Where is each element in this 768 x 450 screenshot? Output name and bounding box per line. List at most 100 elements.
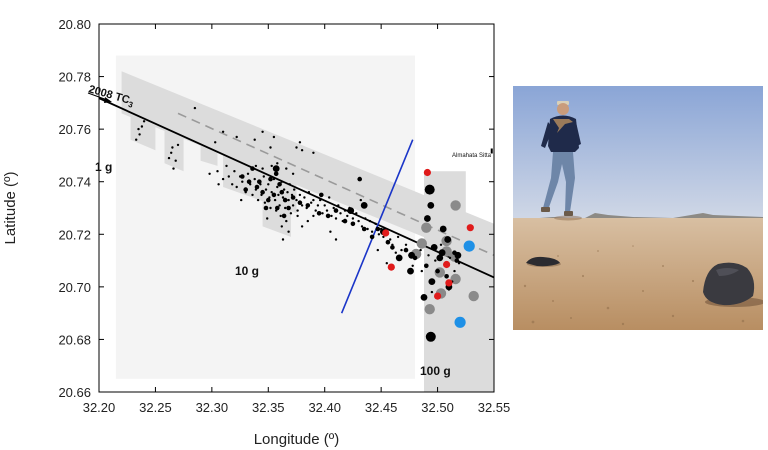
mass-label-1g: 1 g bbox=[95, 160, 112, 174]
meteorite-point-small bbox=[293, 188, 296, 191]
meteorite-point-large bbox=[424, 215, 431, 222]
meteorite-point-medium bbox=[316, 211, 322, 216]
meteorite-point-small bbox=[330, 214, 333, 218]
meteorite-point-small bbox=[253, 138, 256, 141]
trajectory-line bbox=[98, 97, 495, 279]
meteorite-point-small bbox=[193, 106, 197, 110]
meteorite-point-small bbox=[176, 143, 180, 147]
meteorite-point-small bbox=[251, 193, 254, 197]
meteorite-point-small bbox=[382, 235, 385, 239]
meteorite-point-small bbox=[368, 219, 372, 223]
meteorite-point-small bbox=[214, 141, 217, 144]
meteorite-point-gray bbox=[424, 304, 435, 315]
meteorite-point-small bbox=[296, 209, 299, 212]
meteorite-point-small bbox=[332, 206, 335, 210]
meteorite-point-large bbox=[438, 249, 446, 257]
meteorite-point-small bbox=[269, 206, 272, 210]
y-tick-label: 20.70 bbox=[58, 280, 91, 295]
meteorite-point-red bbox=[382, 229, 390, 237]
meteorite-point-small bbox=[351, 217, 355, 220]
track-arrow-head bbox=[104, 97, 112, 103]
meteorite-point-gray bbox=[468, 290, 479, 302]
meteorite-point-small bbox=[300, 149, 304, 152]
meteorite-point-small bbox=[272, 177, 276, 181]
meteorite-point-small bbox=[328, 196, 331, 199]
meteorite-point-red bbox=[445, 279, 453, 287]
meteorite-point-medium bbox=[350, 221, 356, 227]
meteorite-point-large bbox=[360, 202, 368, 209]
meteorite-point-small bbox=[280, 225, 283, 228]
meteorite-point-small bbox=[430, 290, 434, 294]
meteorite-point-medium bbox=[246, 179, 252, 184]
meteorite-point-small bbox=[167, 156, 171, 160]
x-axis-title: Longitude (º) bbox=[254, 431, 340, 448]
meteorite-point-small bbox=[276, 162, 279, 165]
meteorite-point-small bbox=[284, 206, 287, 210]
meteorite-point-small bbox=[314, 209, 317, 212]
meteorite-point-small bbox=[140, 125, 144, 128]
meteorite-point-small bbox=[281, 196, 285, 199]
meteorite-point-medium bbox=[357, 176, 363, 182]
x-tick-label: 32.35 bbox=[252, 400, 285, 415]
meteorite-point-small bbox=[389, 238, 392, 241]
meteorite-point-large bbox=[427, 202, 435, 209]
meteorite-point-blue bbox=[454, 316, 466, 328]
meteorite-point-small bbox=[374, 222, 377, 225]
meteorite-point-medium bbox=[240, 174, 245, 179]
meteorite-point-small bbox=[306, 219, 309, 223]
meteorite-point-small bbox=[334, 217, 338, 220]
meteorite-point-small bbox=[295, 146, 298, 149]
meteorite-point-large bbox=[347, 207, 355, 215]
meteorite-point-medium bbox=[454, 258, 460, 263]
meteorite-point-small bbox=[323, 204, 326, 207]
y-tick-label: 20.68 bbox=[58, 332, 91, 347]
meteorite-point-small bbox=[427, 254, 430, 257]
meteorite-point-medium bbox=[390, 245, 395, 250]
meteorite-point-small bbox=[400, 248, 403, 252]
y-axis-title: Latitude (º) bbox=[2, 171, 19, 244]
meteorite-point-small bbox=[174, 159, 177, 162]
meteorite-point-small bbox=[453, 269, 456, 273]
meteorite-point-small bbox=[233, 170, 236, 173]
meteorite-point-small bbox=[291, 204, 295, 207]
meteorite-point-medium bbox=[375, 226, 381, 232]
meteorite-point-large bbox=[439, 225, 447, 233]
meteorite-point-small bbox=[376, 248, 379, 252]
meteorite-point-large bbox=[272, 165, 280, 173]
meteorite-point-large bbox=[428, 278, 436, 285]
meteorite-point-small bbox=[261, 130, 264, 133]
meteorite-point-small bbox=[295, 198, 298, 202]
meteorite-point-small bbox=[216, 170, 219, 173]
meteorite-point-medium bbox=[281, 213, 287, 219]
meteorite-point-medium bbox=[275, 205, 280, 211]
meteorite-point-small bbox=[370, 230, 374, 233]
meteorite-point-small bbox=[300, 204, 304, 207]
meteorite-point-small bbox=[312, 214, 315, 218]
search-band-4 bbox=[200, 123, 218, 166]
meteorite-point-small bbox=[170, 151, 173, 154]
meteorite-point-small bbox=[264, 188, 268, 191]
meteorite-point-small bbox=[300, 225, 304, 228]
meteorite-point-gray bbox=[450, 200, 461, 211]
meteorite-point-small bbox=[411, 264, 414, 267]
meteorite-point-large bbox=[408, 251, 415, 259]
meteorite-point-medium bbox=[273, 171, 279, 177]
meteorite-point-small bbox=[235, 185, 238, 189]
meteorite-point-medium bbox=[385, 239, 391, 245]
field-photo bbox=[513, 86, 763, 330]
meteorite-point-medium bbox=[342, 218, 348, 224]
meteorite-point-small bbox=[366, 227, 369, 231]
meteorite-point-small bbox=[334, 238, 338, 241]
meteorite-point-small bbox=[287, 230, 290, 233]
meteorite-point-medium bbox=[305, 203, 311, 208]
meteorite-point-blue bbox=[463, 240, 475, 252]
meteorite-point-small bbox=[240, 198, 243, 202]
meteorite-point-small bbox=[287, 198, 290, 202]
meteorite-point-small bbox=[419, 248, 422, 252]
meteorite-point-medium bbox=[319, 192, 324, 198]
meteorite-point-medium bbox=[290, 195, 296, 200]
meteorite-point-medium bbox=[266, 197, 271, 203]
meteorite-point-medium bbox=[260, 189, 265, 195]
meteorite-point-small bbox=[282, 188, 286, 191]
meteorite-point-small bbox=[355, 212, 358, 215]
